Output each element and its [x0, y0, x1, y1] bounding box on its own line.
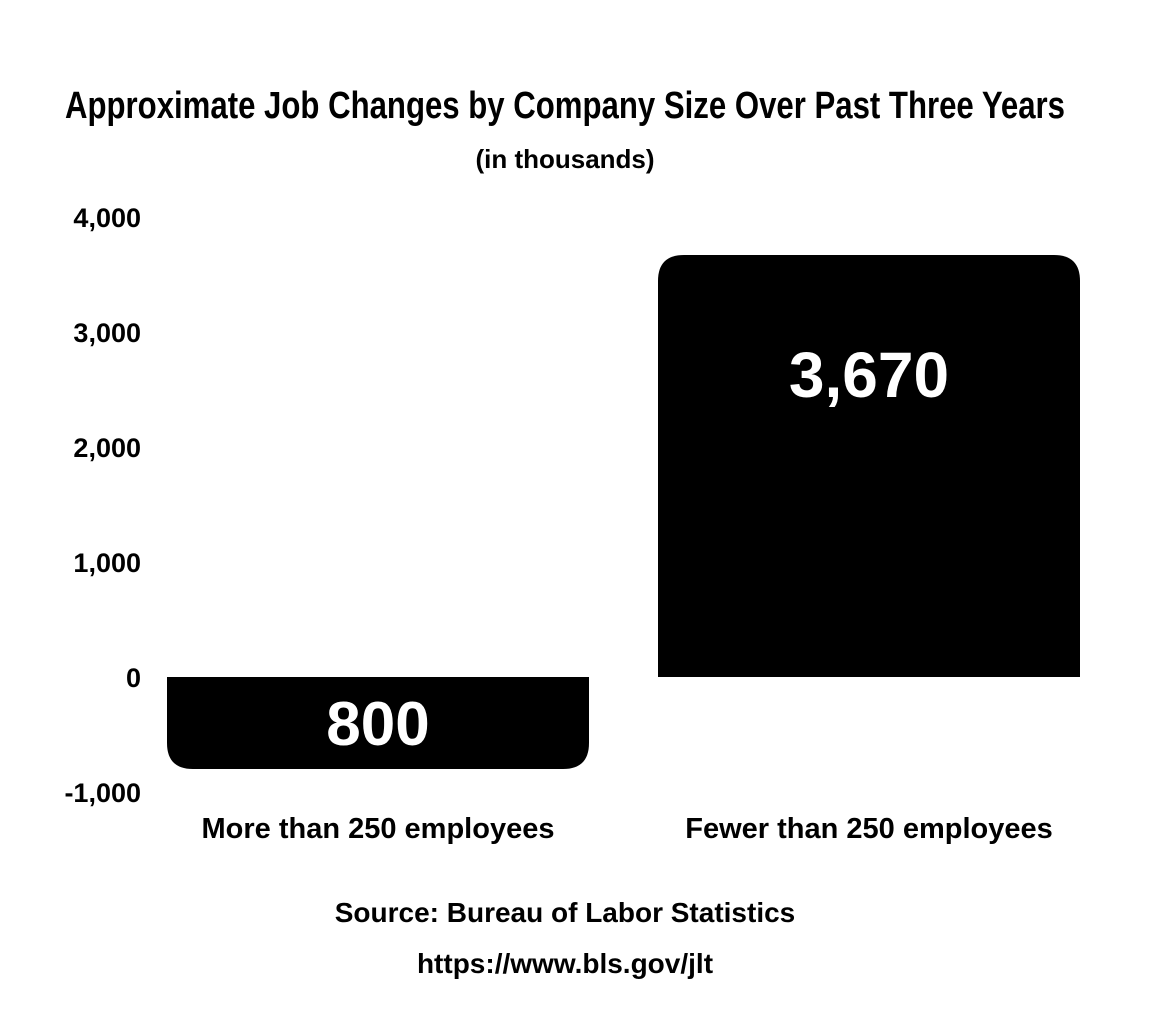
y-tick-label: 0 [126, 663, 141, 693]
source-url: https://www.bls.gov/jlt [417, 948, 713, 979]
x-axis-labels: More than 250 employees Fewer than 250 em… [202, 813, 1053, 845]
bar-data-label: 800 [326, 690, 429, 759]
chart-title: Approximate Job Changes by Company Size … [65, 85, 1065, 127]
x-category-label: More than 250 employees [202, 813, 555, 845]
y-tick-label: 3,000 [73, 318, 141, 348]
x-category-label: Fewer than 250 employees [685, 813, 1053, 845]
bars: 800 3,670 [167, 254, 1080, 769]
chart-subtitle: (in thousands) [475, 144, 654, 174]
y-axis-ticks: 4,000 3,000 2,000 1,000 0 -1,000 [64, 203, 141, 808]
source-text: Source: Bureau of Labor Statistics [335, 897, 796, 928]
bar-data-label: 3,670 [789, 339, 949, 411]
y-tick-label: -1,000 [64, 778, 141, 808]
bar [658, 254, 1080, 677]
y-tick-label: 2,000 [73, 433, 141, 463]
y-tick-label: 1,000 [73, 548, 141, 578]
bar [167, 677, 589, 769]
y-tick-label: 4,000 [73, 203, 141, 233]
